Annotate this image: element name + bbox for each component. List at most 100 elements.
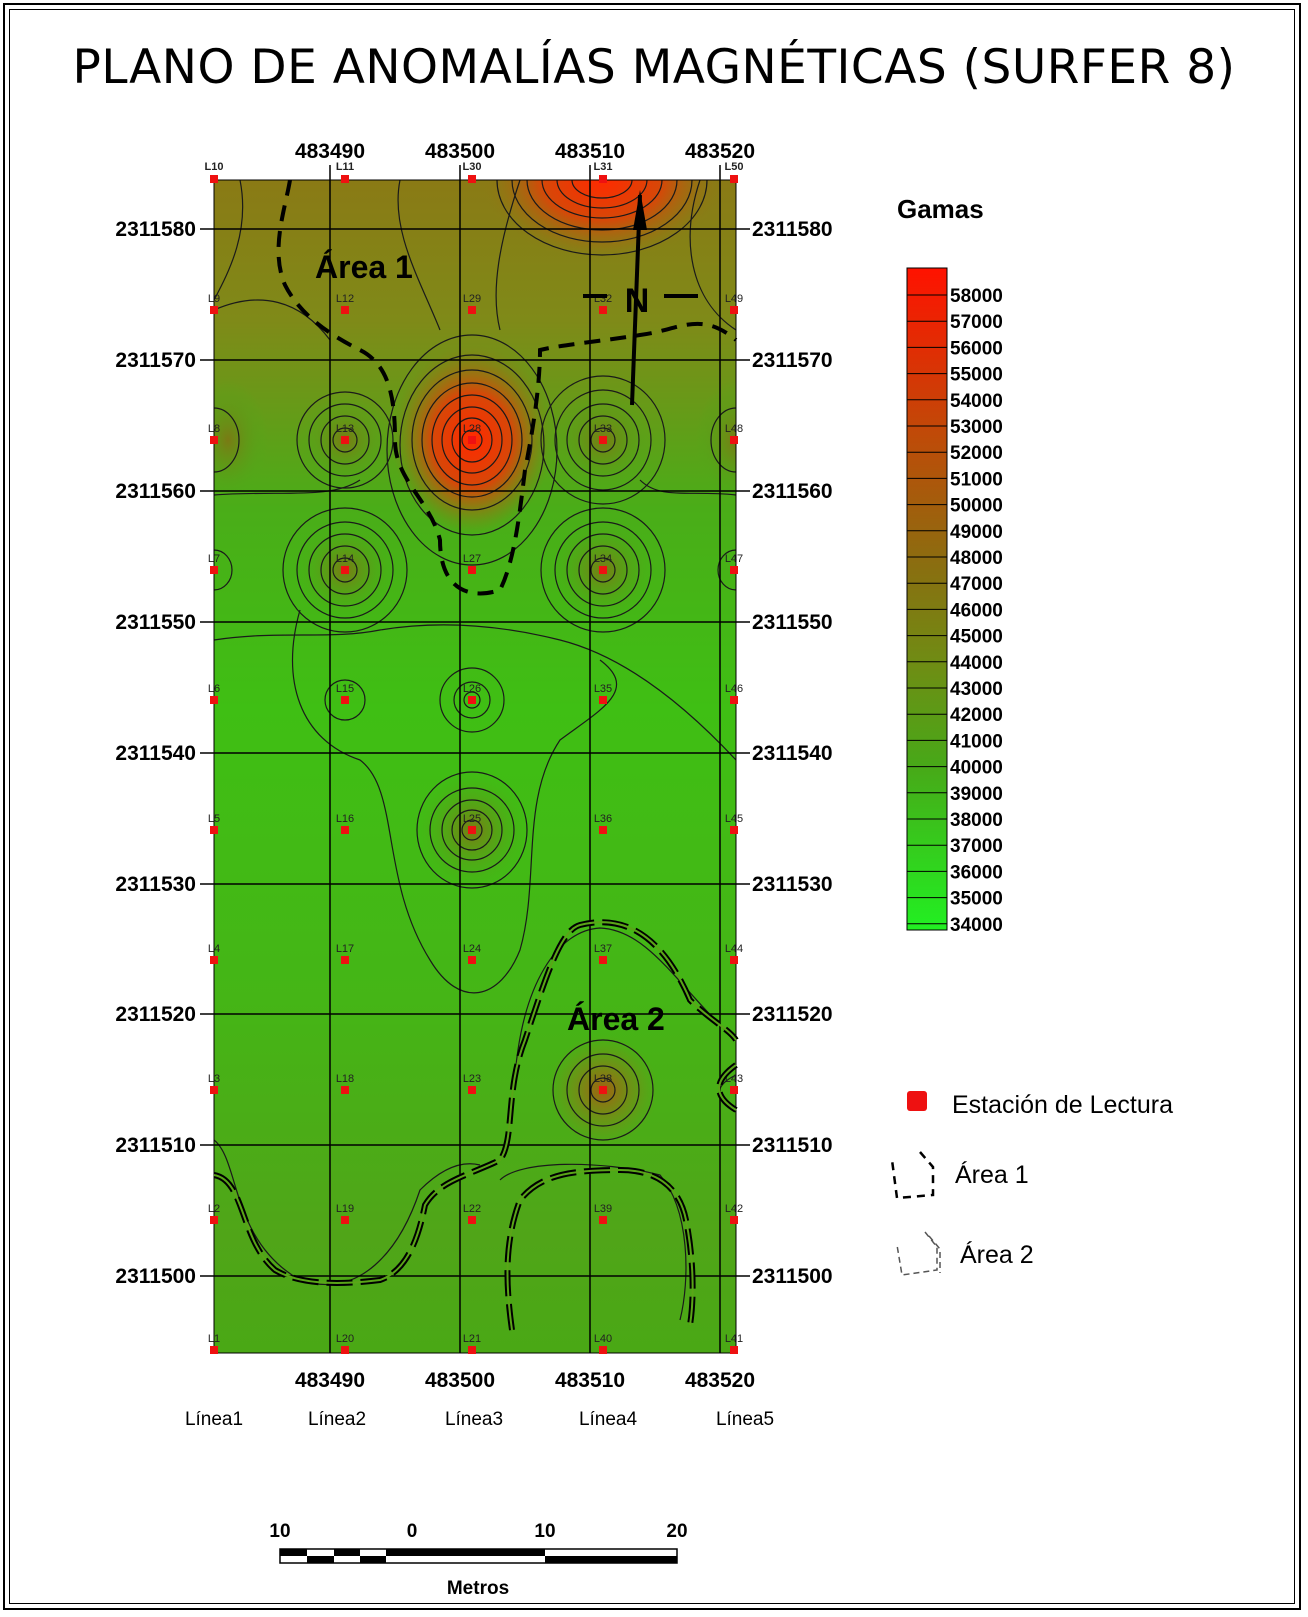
station-label: L31	[594, 161, 613, 173]
station-marker	[468, 306, 476, 314]
station-label: L46	[725, 683, 743, 695]
station-marker	[468, 696, 476, 704]
station-marker	[341, 566, 349, 574]
station-marker	[341, 1086, 349, 1094]
line-label: Línea1	[185, 1409, 243, 1430]
station-label: L8	[208, 423, 220, 435]
station-marker	[730, 826, 738, 834]
station-marker	[599, 306, 607, 314]
station-label: L20	[336, 1333, 354, 1345]
y-tick-right: 2311570	[752, 349, 833, 372]
legend-value: 48000	[950, 548, 1003, 569]
legend-value: 44000	[950, 653, 1003, 674]
station-marker	[341, 696, 349, 704]
station-marker	[730, 175, 738, 183]
y-tick-right: 2311530	[752, 873, 833, 896]
area-2-legend-icon	[896, 1231, 941, 1276]
y-tick-left: 2311550	[115, 611, 196, 634]
station-label: L42	[725, 1203, 743, 1215]
station-label: L12	[336, 293, 354, 305]
station-label: L49	[725, 293, 743, 305]
inner-frame	[9, 9, 1295, 1604]
area-1-legend-label: Área 1	[955, 1160, 1029, 1189]
station-marker	[341, 1346, 349, 1354]
station-marker	[599, 1216, 607, 1224]
legend-value: 38000	[950, 810, 1003, 831]
line-label: Línea3	[445, 1409, 503, 1430]
area-1-label: Área 1	[315, 249, 413, 285]
station-label: L25	[463, 813, 481, 825]
station-marker	[599, 956, 607, 964]
station-marker	[599, 696, 607, 704]
station-label: L41	[725, 1333, 743, 1345]
station-marker	[599, 436, 607, 444]
station-label: L5	[208, 813, 220, 825]
station-label: L21	[463, 1333, 481, 1345]
station-label: L26	[463, 683, 481, 695]
station-marker	[210, 566, 218, 574]
station-label: L18	[336, 1073, 354, 1085]
station-marker	[599, 566, 607, 574]
legend-value: 35000	[950, 889, 1003, 910]
station-label: L6	[208, 683, 220, 695]
outer-frame	[3, 3, 1301, 1610]
scale-unit: Metros	[447, 1578, 509, 1599]
station-marker	[210, 1216, 218, 1224]
x-axis-top: 483490 483500 483510 483520	[295, 140, 755, 163]
station-marker	[468, 826, 476, 834]
station-marker	[210, 1346, 218, 1354]
station-label: L16	[336, 813, 354, 825]
page-title: PLANO DE ANOMALÍAS MAGNÉTICAS (SURFER 8)	[72, 40, 1236, 95]
legend-value: 39000	[950, 784, 1003, 805]
station-marker	[730, 1216, 738, 1224]
station-label: L2	[208, 1203, 220, 1215]
legend-value: 43000	[950, 679, 1003, 700]
station-marker	[730, 1086, 738, 1094]
y-axis-left: 2311580 2311570 2311560 2311550 2311540 …	[115, 218, 196, 1288]
scale-label: 0	[407, 1521, 418, 1542]
station-marker	[341, 826, 349, 834]
x-tick-top: 483500	[425, 140, 495, 163]
station-marker	[210, 436, 218, 444]
legend-value: 42000	[950, 705, 1003, 726]
station-marker	[210, 826, 218, 834]
area-2-boundary-inner	[213, 921, 737, 1331]
y-tick-left: 2311560	[115, 480, 196, 503]
station-label: L43	[725, 1073, 743, 1085]
line-label: Línea5	[716, 1409, 774, 1430]
north-label: N	[625, 282, 650, 320]
legend-value: 55000	[950, 365, 1003, 386]
legend-value: 56000	[950, 338, 1003, 359]
legend-value: 41000	[950, 731, 1003, 752]
station-label: L4	[208, 943, 220, 955]
y-tick-right: 2311540	[752, 742, 833, 765]
legend-scale: 58000 57000 56000 55000 54000 53000 52000 51000…	[907, 286, 1003, 936]
x-axis-bottom: 483490 483500 483510 483520	[295, 1369, 755, 1392]
legend-value: 54000	[950, 391, 1003, 412]
station-marker	[730, 696, 738, 704]
contour-lines	[214, 180, 736, 1321]
station-label: L48	[725, 423, 743, 435]
legend-value: 50000	[950, 496, 1003, 517]
y-tick-left: 2311520	[115, 1003, 196, 1026]
legend-title: Gamas	[897, 194, 984, 224]
station-marker	[210, 175, 218, 183]
legend-value: 49000	[950, 522, 1003, 543]
y-tick-right: 2311560	[752, 480, 833, 503]
y-tick-left: 2311570	[115, 349, 196, 372]
station-markers: L10 L9 L8 L7 L6 L5 L4 L3 L2 L1 L11 L12 L13 L14 L15 L16 L…	[205, 161, 743, 1354]
station-label: L19	[336, 1203, 354, 1215]
legend-value: 52000	[950, 443, 1003, 464]
station-label: L10	[205, 161, 224, 173]
y-tick-left: 2311580	[115, 218, 196, 241]
station-marker	[468, 1216, 476, 1224]
station-label: L7	[208, 553, 220, 565]
station-label: L35	[594, 683, 612, 695]
station-marker	[730, 956, 738, 964]
north-arrow-icon: N	[583, 190, 698, 406]
station-marker	[599, 175, 607, 183]
legend-value: 36000	[950, 862, 1003, 883]
scale-label: 10	[269, 1521, 290, 1542]
station-label: L38	[594, 1073, 612, 1085]
